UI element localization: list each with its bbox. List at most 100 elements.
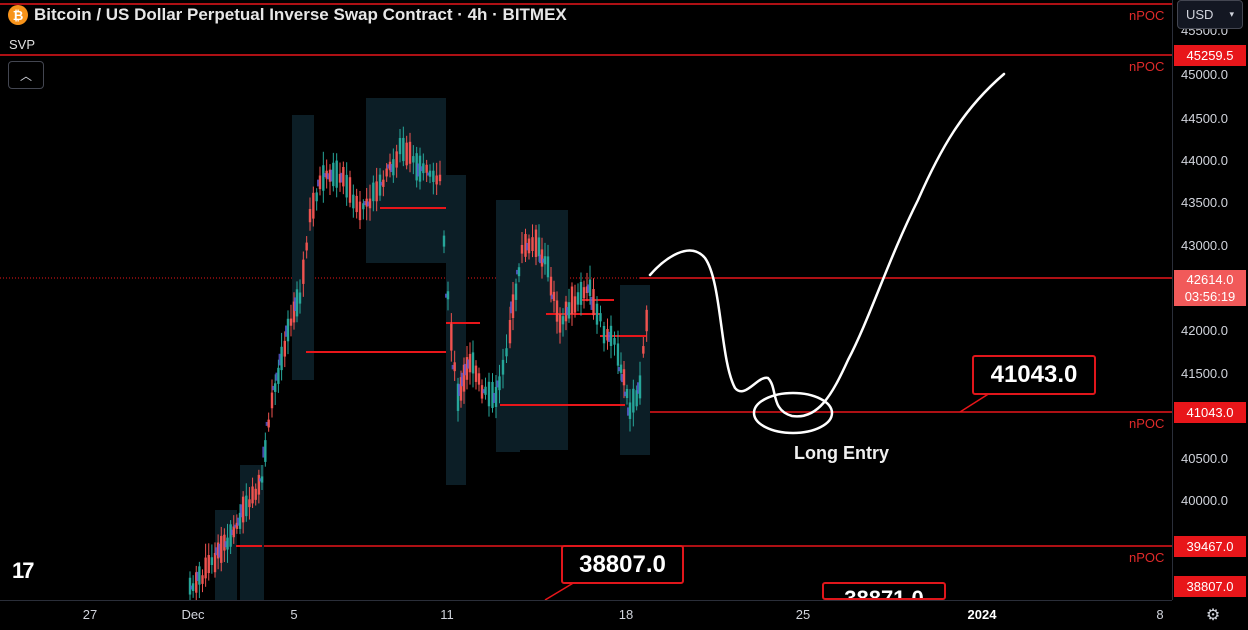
price-tick: 45000.0 xyxy=(1181,67,1228,82)
candle-body xyxy=(625,388,629,399)
candle-body xyxy=(216,542,220,559)
volume-profile-bar xyxy=(526,242,528,251)
volume-profile-bar xyxy=(285,325,287,337)
price-callout[interactable]: 38871.0 xyxy=(822,582,946,600)
candle-body xyxy=(628,402,632,419)
candle-body xyxy=(456,383,460,411)
indicator-label[interactable]: SVP xyxy=(9,37,36,52)
candle-body xyxy=(260,476,264,483)
volume-profile-bar xyxy=(330,169,333,182)
volume-profile-bar xyxy=(262,446,265,458)
candle-body xyxy=(531,237,534,251)
candle-body xyxy=(477,373,481,385)
tradingview-logo[interactable]: 17 xyxy=(12,558,35,583)
candle-body xyxy=(295,289,299,317)
volume-profile-bar xyxy=(464,363,466,376)
candle-body xyxy=(609,325,613,346)
bar-countdown: 03:56:19 xyxy=(1184,289,1236,304)
candle-body xyxy=(382,179,385,187)
candle-body xyxy=(468,353,472,373)
volume-profile-bar xyxy=(542,258,544,263)
volume-profile-bar xyxy=(390,164,393,173)
candle-body xyxy=(267,419,270,428)
candle-body xyxy=(602,326,606,344)
npoc-label: nPOC xyxy=(1129,550,1165,565)
candle-body xyxy=(405,142,408,166)
candle-body xyxy=(412,156,415,163)
candle-body xyxy=(579,281,583,305)
candle-body xyxy=(418,155,422,182)
candle-body xyxy=(226,537,229,550)
candle-body xyxy=(619,364,623,373)
candle-body xyxy=(254,488,257,500)
gear-icon[interactable]: ⚙ xyxy=(1205,607,1221,624)
candle-body xyxy=(338,173,342,183)
volume-profile-bar xyxy=(265,421,268,426)
volume-profile-bar xyxy=(482,389,485,394)
time-tick: 25 xyxy=(795,607,811,622)
volume-profile-bar xyxy=(317,179,319,187)
candle-body xyxy=(508,319,512,344)
candle-body xyxy=(385,168,388,177)
chevron-up-icon[interactable]: ︿ xyxy=(8,61,44,89)
volume-profile-bar xyxy=(363,201,366,206)
candle-body xyxy=(274,383,277,392)
candle-body xyxy=(280,346,283,371)
volume-profile-bar xyxy=(496,380,499,388)
candle-body xyxy=(358,201,362,221)
candle-body xyxy=(534,229,538,257)
price-callout[interactable]: 38807.0 xyxy=(561,545,684,584)
volume-profile-bar xyxy=(621,374,623,383)
volume-profile-bar xyxy=(224,541,227,548)
npoc-label: nPOC xyxy=(1129,8,1165,23)
callout-pointer xyxy=(959,392,991,413)
candle-body xyxy=(392,159,395,176)
currency-select[interactable]: USD ▾ xyxy=(1177,0,1243,29)
candle-body xyxy=(378,174,382,196)
candle-body xyxy=(540,249,544,267)
npoc-label: nPOC xyxy=(1129,59,1165,74)
candle-body xyxy=(552,291,556,301)
candle-body xyxy=(204,557,207,579)
volume-profile-bar xyxy=(387,164,389,169)
npoc-label: nPOC xyxy=(1129,416,1165,431)
callout-pointer xyxy=(544,581,576,601)
chart-pane[interactable]: ₿ Bitcoin / US Dollar Perpetual Inverse … xyxy=(0,0,1172,604)
price-axis[interactable]: 45500.0 45000.0 44500.0 44000.0 43500.0 … xyxy=(1172,0,1248,600)
symbol-header[interactable]: ₿ Bitcoin / US Dollar Perpetual Inverse … xyxy=(8,5,567,25)
candle-body xyxy=(592,289,595,316)
candle-body xyxy=(520,244,524,254)
volume-profile-bar xyxy=(461,372,463,387)
candle-body xyxy=(642,346,645,354)
candle-body xyxy=(505,348,508,357)
candle-body xyxy=(537,237,541,257)
candle-body xyxy=(582,287,586,299)
candle-body xyxy=(298,292,302,304)
candle-body xyxy=(428,170,432,177)
volume-profile-bar xyxy=(551,294,553,300)
profile-zone xyxy=(496,200,520,452)
candle-body xyxy=(471,352,475,374)
candle-body xyxy=(543,256,547,265)
candle-body xyxy=(453,362,456,372)
candle-body xyxy=(446,291,450,300)
candle-body xyxy=(514,283,518,300)
volume-profile-bar xyxy=(637,382,639,394)
price-callout[interactable]: 41043.0 xyxy=(972,355,1096,395)
candle-body xyxy=(415,153,418,181)
candle-body xyxy=(511,294,515,318)
time-tick: 5 xyxy=(290,607,298,622)
price-tick: 42000.0 xyxy=(1181,323,1228,338)
candle-body xyxy=(355,195,358,213)
candle-body xyxy=(348,177,352,203)
price-chart[interactable] xyxy=(0,0,1172,604)
volume-profile-bar xyxy=(259,478,261,482)
time-axis[interactable]: 27 Dec 5 11 18 25 2024 8 xyxy=(0,600,1172,630)
candle-body xyxy=(546,256,550,278)
price-tag: 38807.0 xyxy=(1174,576,1246,597)
candle-body xyxy=(422,163,425,174)
candle-body xyxy=(527,238,531,254)
candle-body xyxy=(332,162,335,187)
candle-body xyxy=(315,192,318,202)
candle-body xyxy=(245,495,248,517)
